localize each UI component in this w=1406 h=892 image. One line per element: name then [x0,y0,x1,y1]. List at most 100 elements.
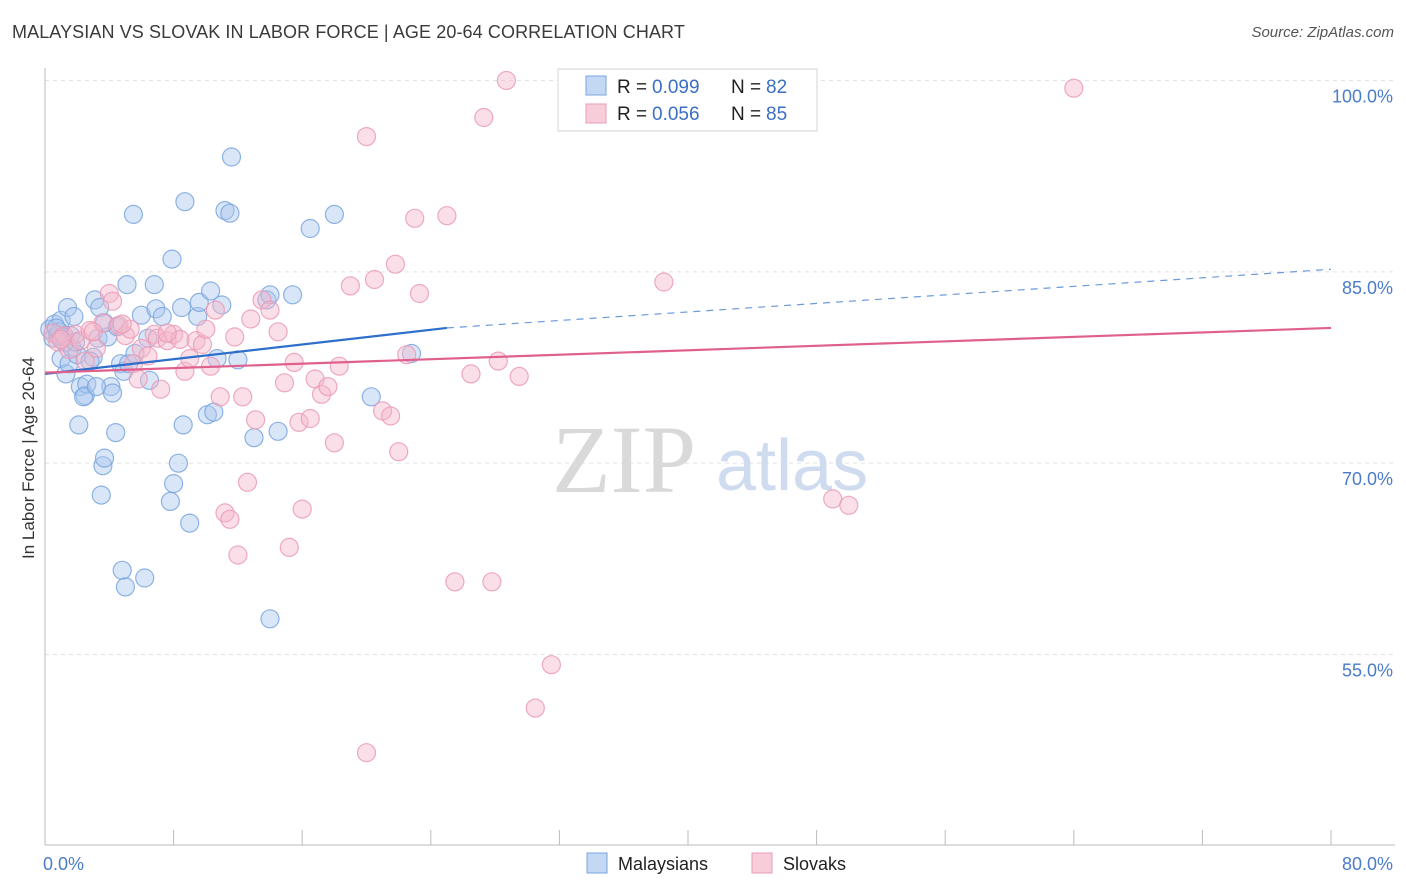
data-point-malaysians [180,513,200,533]
data-point-malaysians [117,275,137,295]
trend-line-slovaks [44,326,1332,374]
data-point-malaysians [93,456,113,476]
data-point-malaysians [221,147,242,167]
data-point-malaysians [123,204,143,224]
data-point-malaysians [300,218,320,239]
data-point-slovaks [99,283,119,304]
data-point-slovaks [385,254,405,274]
legend-n-value: 85 [766,104,787,125]
data-point-slovaks [324,433,344,453]
y-tick-label: 85.0% [1342,278,1393,298]
data-point-slovaks [274,373,295,393]
data-point-malaysians [160,491,180,511]
x-tick-label: 80.0% [1342,854,1393,874]
data-point-slovaks [482,572,502,592]
legend-n-label: N = [731,104,761,125]
data-point-malaysians [152,306,172,327]
data-point-slovaks [220,509,240,529]
legend-swatch-malaysians [585,75,607,96]
legend-r-label: R = [617,77,647,98]
data-point-slovaks [300,408,320,429]
data-point-slovaks [654,272,674,292]
bottom-legend-swatch-malaysians [586,852,608,874]
legend-r-value: 0.056 [652,104,700,125]
legend-n-value: 82 [766,77,787,98]
data-point-slovaks [1064,78,1084,98]
data-point-malaysians [324,204,344,224]
data-point-slovaks [509,366,529,386]
data-point-malaysians [361,387,381,407]
data-point-slovaks [228,545,248,565]
data-point-slovaks [488,351,508,371]
data-point-slovaks [131,338,151,358]
data-point-malaysians [162,249,182,269]
data-point-slovaks [196,319,216,339]
legend-r-value: 0.099 [652,77,700,98]
data-point-slovaks [241,309,261,329]
data-point-slovaks [839,495,859,515]
data-point-slovaks [83,322,103,342]
data-point-slovaks [252,290,272,310]
data-point-slovaks [461,364,481,384]
data-point-slovaks [381,406,401,426]
data-point-malaysians [212,295,232,315]
y-axis-label: In Labor Force | Age 20-64 [19,357,38,559]
data-point-malaysians [175,192,195,212]
gridlines [45,80,1395,655]
data-point-malaysians [86,377,107,397]
data-point-slovaks [164,324,184,344]
bottom-legend-label-slovaks: Slovaks [783,854,846,874]
data-point-slovaks [292,499,312,519]
data-point-slovaks [364,269,385,290]
data-point-slovaks [225,327,245,347]
data-point-slovaks [246,410,266,430]
data-point-slovaks [445,572,465,592]
data-point-slovaks [437,206,457,226]
trend-lines [44,268,1332,375]
axes [44,68,1395,846]
data-point-slovaks [268,322,288,342]
series-malaysians [40,147,422,629]
chart-title: MALAYSIAN VS SLOVAK IN LABOR FORCE | AGE… [12,22,685,42]
data-point-malaysians [172,297,192,318]
data-point-slovaks [86,338,107,358]
data-point-slovaks [329,356,349,376]
data-point-slovaks [405,208,425,228]
data-point-slovaks [237,472,258,492]
data-point-malaysians [244,428,264,448]
legend-swatch-slovaks [585,103,607,124]
legend-r-label: R = [617,104,647,125]
data-point-slovaks [284,352,304,372]
data-point-slovaks [260,300,280,320]
data-point-slovaks [157,323,177,343]
data-point-malaysians [102,383,123,403]
data-point-slovaks [318,377,338,397]
data-point-slovaks [356,743,377,763]
data-point-slovaks [409,283,430,304]
y-tick-label: 55.0% [1342,661,1393,681]
bottom-legend: Malaysians Slovaks [586,852,846,874]
data-point-malaysians [173,415,193,435]
data-point-malaysians [101,377,121,397]
data-point-slovaks [525,698,545,718]
data-point-slovaks [389,442,409,462]
data-point-malaysians [220,203,240,223]
data-point-slovaks [51,329,71,349]
data-point-malaysians [168,453,188,473]
bottom-legend-swatch-slovaks [751,852,773,874]
watermark: ZIP atlas [552,406,868,513]
data-point-malaysians [164,474,184,494]
source-label: Source: ZipAtlas.com [1251,24,1394,41]
data-point-malaysians [94,448,115,468]
data-point-slovaks [151,379,171,399]
data-point-malaysians [64,306,84,327]
watermark-zip: ZIP [552,406,696,513]
data-point-malaysians [73,387,94,407]
data-point-malaysians [268,421,288,441]
data-point-malaysians [201,281,221,301]
data-point-slovaks [541,655,562,675]
data-points [40,70,1084,763]
data-point-malaysians [144,275,164,295]
data-point-slovaks [496,70,516,91]
